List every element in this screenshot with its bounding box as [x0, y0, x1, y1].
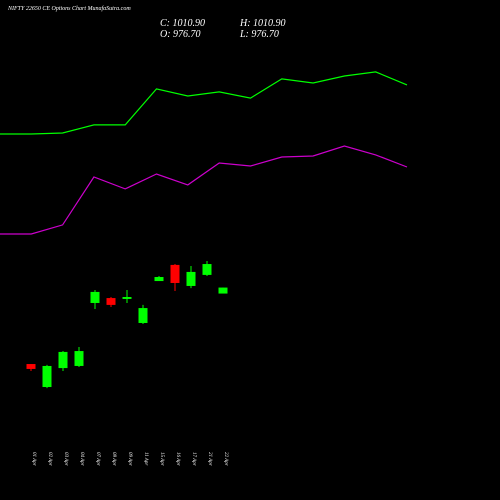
low-label: L: 976.70 [239, 29, 279, 40]
candle-body [122, 297, 132, 299]
candle-body [90, 291, 100, 303]
x-tick-label: 03 Apr [63, 452, 68, 466]
high-label: H: 1010.90 [239, 18, 286, 29]
candle-body [202, 264, 212, 275]
x-tick-label: 11 Apr [143, 452, 148, 465]
close-label: C: 1010.90 [160, 18, 205, 29]
candle-body [74, 351, 84, 366]
open-label: O: 976.70 [160, 29, 201, 40]
x-tick-label: 21 Apr [207, 452, 212, 466]
indicator-line [0, 145, 408, 235]
candle-body [106, 298, 116, 305]
x-tick-label: 08 Apr [111, 452, 116, 466]
x-tick-label: 04 Apr [79, 452, 84, 466]
candle-body [42, 365, 52, 388]
x-tick-label: 09 Apr [127, 452, 132, 466]
candle-body [170, 264, 180, 283]
x-tick-label: 01 Apr [31, 452, 36, 466]
x-tick-label: 16 Apr [175, 452, 180, 466]
chart-title: NIFTY 22650 CE Options Chart MunafaSutra… [7, 5, 131, 12]
x-tick-label: 17 Apr [191, 452, 196, 466]
x-tick-label: 07 Apr [95, 452, 100, 466]
x-tick-label: 15 Apr [159, 452, 164, 466]
candle-body [218, 287, 228, 294]
x-tick-label: 22 Apr [223, 452, 228, 466]
candle-body [138, 308, 148, 323]
candle-body [58, 351, 68, 369]
x-tick-label: 02 Apr [47, 452, 52, 466]
candle-body [154, 277, 164, 282]
indicator-line [0, 71, 408, 135]
candle-body [26, 364, 36, 369]
candle-body [186, 271, 196, 286]
